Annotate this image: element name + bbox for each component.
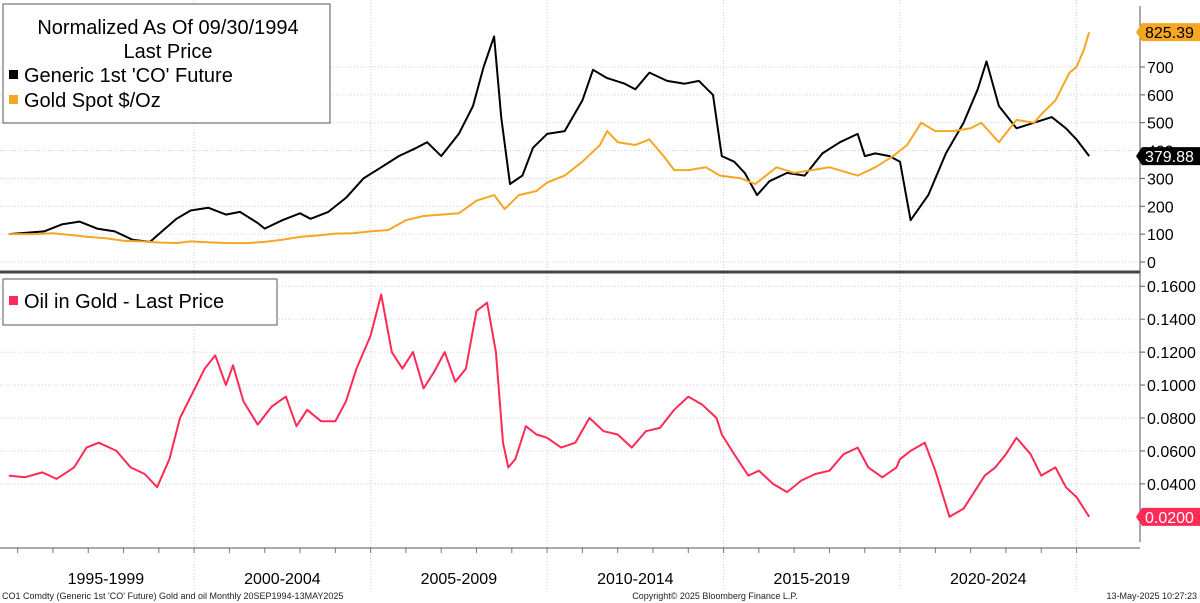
- x-period-label: 2020-2024: [950, 571, 1027, 588]
- x-period-label: 2000-2004: [244, 571, 321, 588]
- y-tick-label: 0: [1147, 255, 1156, 272]
- footer-left: CO1 Comdty (Generic 1st 'CO' Future) Gol…: [2, 591, 343, 601]
- y-tick-label: 0.0800: [1147, 411, 1196, 428]
- footer-right: 13-May-2025 10:27:23: [1106, 591, 1197, 601]
- top-legend-box: [2, 3, 331, 124]
- y-tick-label: 0.1000: [1147, 378, 1196, 395]
- ratio-legend-label: Oil in Gold - Last Price: [24, 291, 224, 313]
- oil-legend-swatch: [9, 70, 18, 79]
- gold-series-line: [8, 31, 1091, 245]
- last-value-badge: [1136, 23, 1200, 42]
- y-tick-label: 0.1200: [1147, 345, 1196, 362]
- y-tick-label: 300: [1147, 171, 1174, 188]
- y-tick-label: 700: [1147, 60, 1174, 77]
- top-legend-title-line-1: Normalized As Of 09/30/1994: [37, 17, 298, 39]
- bottom-legend-box: [2, 278, 278, 326]
- oil-in-gold-series-line: [8, 293, 1091, 518]
- oil-legend-label: Generic 1st 'CO' Future: [24, 65, 233, 87]
- y-tick-label: 500: [1147, 116, 1174, 133]
- last-value-badge: [1136, 147, 1200, 166]
- last-value-badge: [1136, 507, 1200, 526]
- y-tick-label: 0.0600: [1147, 444, 1196, 461]
- y-tick-label: 0.1600: [1147, 279, 1196, 296]
- last-value-label: 825.39: [1145, 25, 1194, 42]
- y-tick-label: 0.0400: [1147, 477, 1196, 494]
- oil-series-line: [8, 35, 1090, 243]
- y-tick-label: 100: [1147, 227, 1174, 244]
- y-tick-label: 600: [1147, 88, 1174, 105]
- last-value-label: 0.0200: [1145, 510, 1194, 527]
- top-legend-title-line-2: Last Price: [124, 41, 213, 63]
- footer-center: Copyright© 2025 Bloomberg Finance L.P.: [632, 591, 798, 601]
- last-value-label: 379.88: [1145, 149, 1194, 166]
- gold-legend-label: Gold Spot $/Oz: [24, 90, 161, 112]
- ratio-legend-swatch: [9, 296, 18, 305]
- gold-legend-swatch: [9, 95, 18, 104]
- series-layer: [8, 31, 1091, 518]
- x-period-label: 2015-2019: [774, 571, 851, 588]
- x-period-label: 2010-2014: [597, 571, 674, 588]
- bottom-legend: Oil in Gold - Last Price: [2, 278, 278, 326]
- y-tick-label: 0.1400: [1147, 312, 1196, 329]
- x-period-label: 1995-1999: [68, 571, 145, 588]
- y-tick-label: 200: [1147, 199, 1174, 216]
- top-legend: Normalized As Of 09/30/1994 Last Price G…: [2, 3, 331, 124]
- axis-layer: 0100200300400500600700379.88825.390.1600…: [17, 6, 1200, 588]
- x-period-label: 2005-2009: [421, 571, 498, 588]
